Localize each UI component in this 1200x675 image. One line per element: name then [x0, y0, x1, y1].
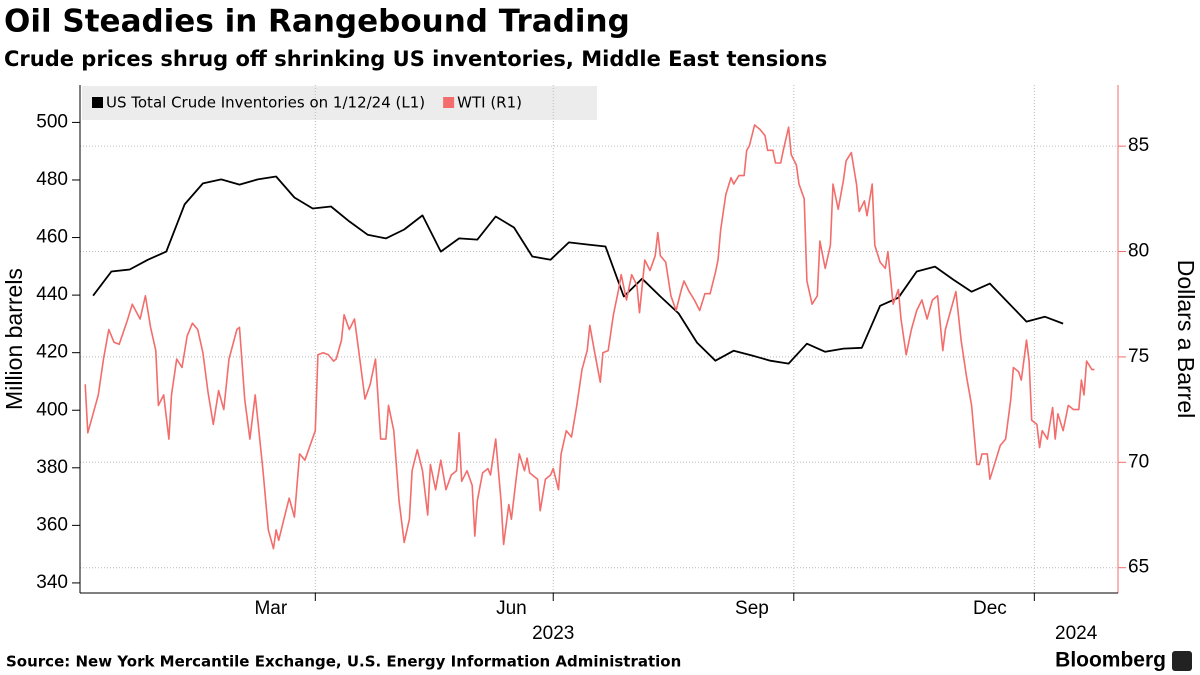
series-line [92, 175, 1064, 365]
y-tick-label: 400 [36, 399, 68, 420]
y-tick-label: 380 [36, 457, 68, 478]
y-tick-label: 480 [36, 169, 68, 190]
y-tick-label: 340 [36, 572, 68, 593]
y2-tick-label: 70 [1128, 451, 1149, 472]
legend-box [82, 86, 597, 120]
year-label: 2024 [1055, 623, 1098, 644]
year-label: 2023 [532, 623, 574, 644]
x-tick-label: Jun [496, 598, 527, 619]
y-tick-label: 460 [36, 227, 68, 248]
legend-label: WTI (R1) [457, 94, 522, 112]
y2-axis-label: Dollars a Barrel [1173, 260, 1199, 419]
y-tick-label: 500 [36, 111, 68, 132]
source-note: Source: New York Mercantile Exchange, U.… [6, 653, 681, 671]
brand-logo: Bloomberg [1055, 649, 1166, 672]
y-tick-label: 420 [36, 342, 68, 363]
x-tick-label: Mar [254, 598, 287, 619]
legend-swatch [92, 97, 103, 108]
y-tick-label: 440 [36, 284, 68, 305]
y2-tick-label: 80 [1128, 241, 1149, 262]
y2-tick-label: 65 [1128, 557, 1149, 578]
x-tick-label: Dec [973, 598, 1007, 619]
chart-subtitle: Crude prices shrug off shrinking US inve… [4, 47, 827, 71]
brand-icon [1172, 651, 1192, 671]
x-tick-label: Sep [735, 598, 769, 619]
legend-label: US Total Crude Inventories on 1/12/24 (L… [106, 94, 425, 112]
y2-tick-label: 85 [1128, 135, 1149, 156]
chart-title: Oil Steadies in Rangebound Trading [4, 4, 630, 40]
series-line [84, 124, 1095, 550]
y2-tick-label: 75 [1128, 346, 1149, 367]
legend-swatch [443, 97, 455, 108]
y-tick-label: 360 [36, 514, 68, 535]
y-axis-label: Million barrels [1, 268, 27, 410]
